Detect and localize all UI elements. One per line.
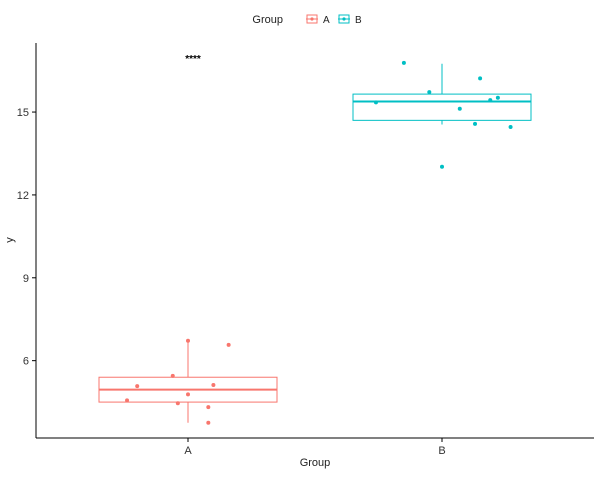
legend-title: Group: [252, 14, 283, 26]
legend-key-a: [306, 14, 318, 24]
data-point-b-5: [488, 98, 493, 103]
legend-key-b: [338, 14, 350, 24]
y-tick-label-9: 9: [23, 273, 29, 285]
data-point-b-6: [373, 100, 378, 105]
x-tick-label-a: A: [184, 445, 192, 457]
legend: Group A B: [252, 14, 362, 26]
data-point-b-8: [473, 121, 478, 126]
jitter-points-layer: [125, 60, 513, 425]
legend-label-a: A: [323, 15, 330, 26]
x-tick-label-b: B: [438, 445, 445, 457]
legend-label-b: B: [355, 15, 362, 26]
box-layer: [98, 63, 532, 423]
y-tick-label-12: 12: [17, 190, 29, 202]
significance-annotation: ****: [185, 54, 201, 65]
data-point-b-7: [457, 106, 462, 111]
data-point-a-6: [186, 392, 190, 397]
data-point-a-1: [186, 338, 190, 343]
data-point-b-1: [401, 60, 406, 65]
data-point-a-10: [206, 420, 211, 425]
data-point-b-9: [508, 124, 513, 129]
y-axis-title: y: [4, 237, 16, 243]
data-point-a-4: [211, 382, 216, 387]
y-tick-label-6: 6: [23, 356, 29, 368]
y-axis-ticks: 6 9 12 15: [17, 107, 36, 368]
data-point-a-7: [125, 398, 130, 403]
data-point-b-3: [427, 90, 432, 95]
y-tick-label-15: 15: [17, 107, 29, 119]
data-point-a-5: [135, 384, 140, 389]
data-point-a-2: [226, 342, 231, 347]
data-point-b-4: [495, 95, 500, 100]
box-b: [352, 93, 532, 121]
x-axis-title: Group: [300, 457, 331, 469]
data-point-a-3: [170, 373, 175, 378]
data-point-b-10: [440, 164, 444, 169]
data-point-b-2: [478, 76, 483, 81]
data-point-a-8: [175, 401, 180, 406]
data-point-a-9: [206, 405, 211, 410]
